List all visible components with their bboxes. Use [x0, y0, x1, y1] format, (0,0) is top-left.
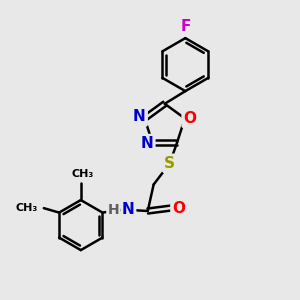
Text: CH₃: CH₃ [15, 203, 37, 213]
Text: O: O [172, 201, 185, 216]
Text: F: F [180, 20, 190, 34]
Text: O: O [184, 111, 197, 126]
Text: N: N [122, 202, 135, 217]
Text: S: S [164, 156, 175, 171]
Text: N: N [141, 136, 153, 151]
Text: CH₃: CH₃ [71, 169, 93, 179]
Text: H: H [108, 202, 119, 217]
Text: N: N [133, 110, 146, 124]
